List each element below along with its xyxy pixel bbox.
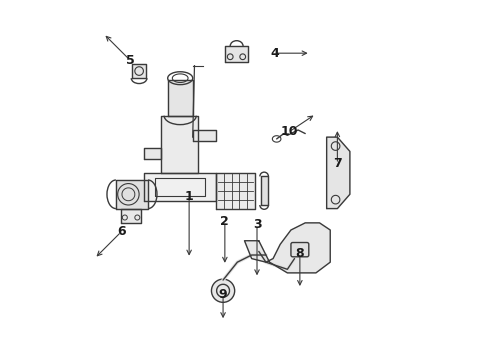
Polygon shape xyxy=(144,148,160,158)
Text: 6: 6 xyxy=(117,225,125,238)
Polygon shape xyxy=(167,80,192,116)
Polygon shape xyxy=(132,64,146,78)
Polygon shape xyxy=(326,137,349,208)
Polygon shape xyxy=(216,173,255,208)
Text: 1: 1 xyxy=(184,190,193,203)
Ellipse shape xyxy=(211,279,234,302)
Text: 8: 8 xyxy=(295,247,304,260)
Polygon shape xyxy=(244,223,329,273)
Text: 2: 2 xyxy=(220,215,229,228)
Polygon shape xyxy=(116,180,148,208)
Text: 5: 5 xyxy=(125,54,134,67)
Polygon shape xyxy=(121,208,141,223)
FancyBboxPatch shape xyxy=(290,243,308,257)
Text: 3: 3 xyxy=(252,218,261,231)
Polygon shape xyxy=(160,116,198,173)
Polygon shape xyxy=(260,176,267,205)
Text: 4: 4 xyxy=(270,47,279,60)
Polygon shape xyxy=(192,130,216,141)
Text: 9: 9 xyxy=(218,288,227,301)
Text: 10: 10 xyxy=(280,125,297,138)
Text: 7: 7 xyxy=(332,157,341,170)
Polygon shape xyxy=(144,173,216,202)
Polygon shape xyxy=(224,46,247,62)
